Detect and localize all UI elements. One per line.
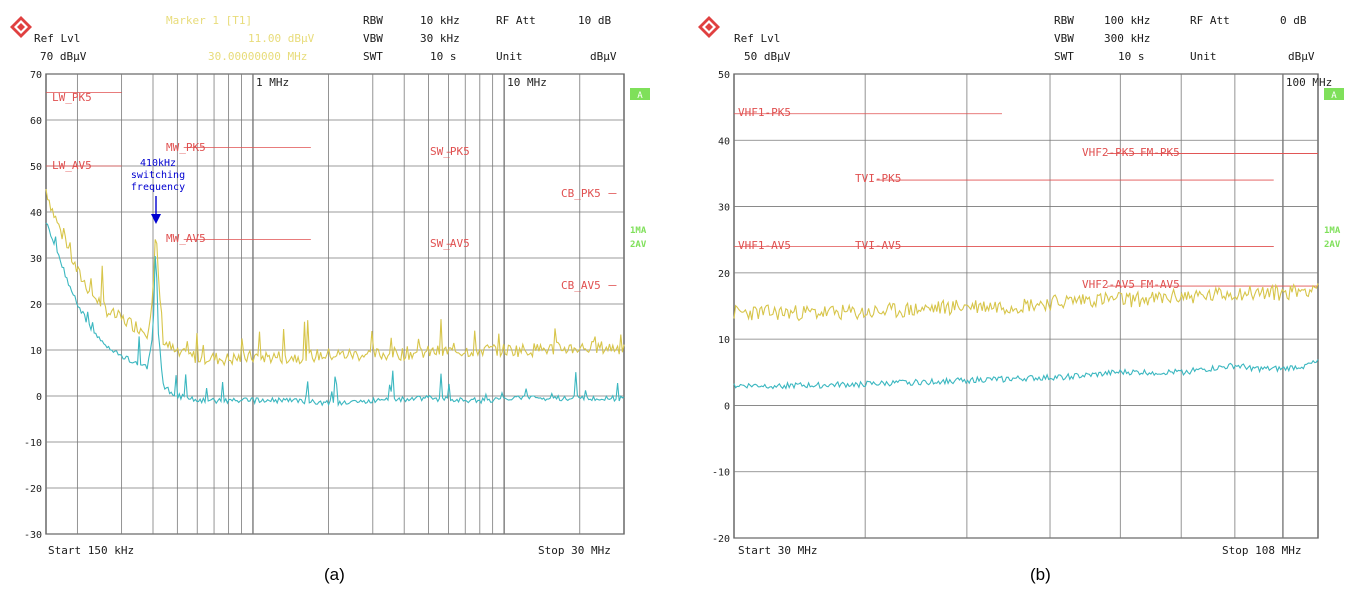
x-tick-label: 1 MHz [256,76,289,89]
unit-label: Unit [496,50,523,63]
limit-line-label: VHF2-AV5 [1082,278,1135,291]
y-tick-label: 30 [718,203,730,214]
limit-line-label: FM-AV5 [1140,278,1180,291]
plot-frame [733,73,1319,539]
rs-logo-icon [698,16,720,38]
rf-att-label: RF Att [496,14,536,27]
trace-badge-label: 1MA [630,226,647,236]
limit-line-label: MW_PK5 [166,141,206,154]
caption-a: (a) [324,565,345,584]
annotation-text: frequency [131,182,185,193]
y-tick-label: 10 [718,335,730,346]
trace-badge-label: 2AV [1324,240,1341,250]
vbw-value: 300 kHz [1104,32,1151,45]
spectrum-plot-b: 50 40 30 20 10 0 -10 -20 100 MHz VHF1-PK5 VHF1-AV5… [712,70,1344,545]
average-trace [45,222,625,407]
stop-frequency-label: Stop 30 MHz [538,544,611,557]
marker-level: 11.00 dBµV [248,32,315,45]
swt-label: SWT [1054,50,1074,63]
spectrum-plot-a: 70 60 50 40 30 20 10 0 -10 -20 -30 1 MHz 10 MHz LW_PK… [24,70,650,541]
rbw-label: RBW [1054,14,1074,27]
y-tick-label: 40 [30,208,42,219]
annotation-arrow-head-icon [151,214,161,224]
limit-line-label: MW_AV5 [166,232,206,245]
annotation-text: 410kHz [140,158,176,169]
swt-value: 10 s [1118,50,1145,63]
limit-line-label: FM-PK5 [1140,146,1180,159]
x-tick-label: 100 MHz [1286,76,1332,89]
trace-a-badge [630,88,650,100]
limit-line-label: CB_PK5 [561,187,601,200]
unit-value: dBµV [590,50,617,63]
limit-line-label: VHF1-AV5 [738,239,791,252]
trace-a-badge-label: A [637,91,643,101]
peak-trace [733,283,1319,322]
y-tick-label: -20 [712,534,730,545]
rbw-value: 100 kHz [1104,14,1151,27]
rf-att-value: 10 dB [578,14,612,27]
vbw-label: VBW [363,32,383,45]
caption-b: (b) [1030,565,1051,584]
start-frequency-label: Start 30 MHz [738,544,818,557]
ref-lvl-label: Ref Lvl [734,32,781,45]
marker-label: Marker 1 [T1] [166,14,253,27]
trace-badge-label: 1MA [1324,226,1341,236]
peak-trace [45,189,625,367]
y-tick-label: 70 [30,70,42,81]
limit-line-label: VHF1-PK5 [738,106,791,119]
unit-label: Unit [1190,50,1217,63]
y-tick-label: -20 [24,484,42,495]
y-tick-label: 0 [724,401,730,412]
limit-line-label: CB_AV5 [561,279,601,292]
spectrum-panel-a: Ref Lvl 70 dBµV Marker 1 [T1] 11.00 dBµV… [10,14,650,584]
y-tick-label: 50 [718,70,730,81]
ref-lvl-label: Ref Lvl [34,32,81,45]
rs-logo-icon [10,16,32,38]
y-tick-label: 30 [30,254,42,265]
y-tick-label: -10 [24,438,42,449]
start-frequency-label: Start 150 kHz [48,544,135,557]
y-tick-label: -10 [712,468,730,479]
rf-att-value: 0 dB [1280,14,1307,27]
vbw-label: VBW [1054,32,1074,45]
spectrum-panel-b: Ref Lvl 50 dBµV RBW 100 kHz VBW 300 kHz … [690,0,1346,602]
unit-value: dBµV [1288,50,1315,63]
trace-a-badge [1324,88,1344,100]
swt-value: 10 s [430,50,457,63]
y-tick-label: 50 [30,162,42,173]
y-tick-label: 20 [30,300,42,311]
rbw-label: RBW [363,14,383,27]
limit-line-label: LW_PK5 [52,91,92,104]
limit-line-label: TVI-AV5 [855,239,901,252]
average-trace [733,359,1319,390]
y-tick-label: 60 [30,116,42,127]
marker-freq: 30.00000000 MHz [208,50,308,63]
vbw-value: 30 kHz [420,32,460,45]
rbw-value: 10 kHz [420,14,460,27]
x-tick-label: 10 MHz [507,76,547,89]
stop-frequency-label: Stop 108 MHz [1222,544,1302,557]
limit-line-label: VHF2-PK5 [1082,146,1135,159]
limit-line-label: TVI-PK5 [855,172,901,185]
y-tick-label: 40 [718,136,730,147]
y-tick-label: -30 [24,530,42,541]
swt-label: SWT [363,50,383,63]
annotation-text: switching [131,170,185,181]
rf-att-label: RF Att [1190,14,1230,27]
trace-a-badge-label: A [1331,91,1337,101]
y-tick-label: 20 [718,269,730,280]
trace-badge-label: 2AV [630,240,647,250]
limit-line-label: LW_AV5 [52,159,92,172]
y-tick-label: 10 [30,346,42,357]
limit-line-label: SW_AV5 [430,237,470,250]
limit-line-label: SW_PK5 [430,145,470,158]
y-tick-label: 0 [36,392,42,403]
ref-lvl-value: 50 dBµV [744,50,791,63]
ref-lvl-value: 70 dBµV [40,50,87,63]
